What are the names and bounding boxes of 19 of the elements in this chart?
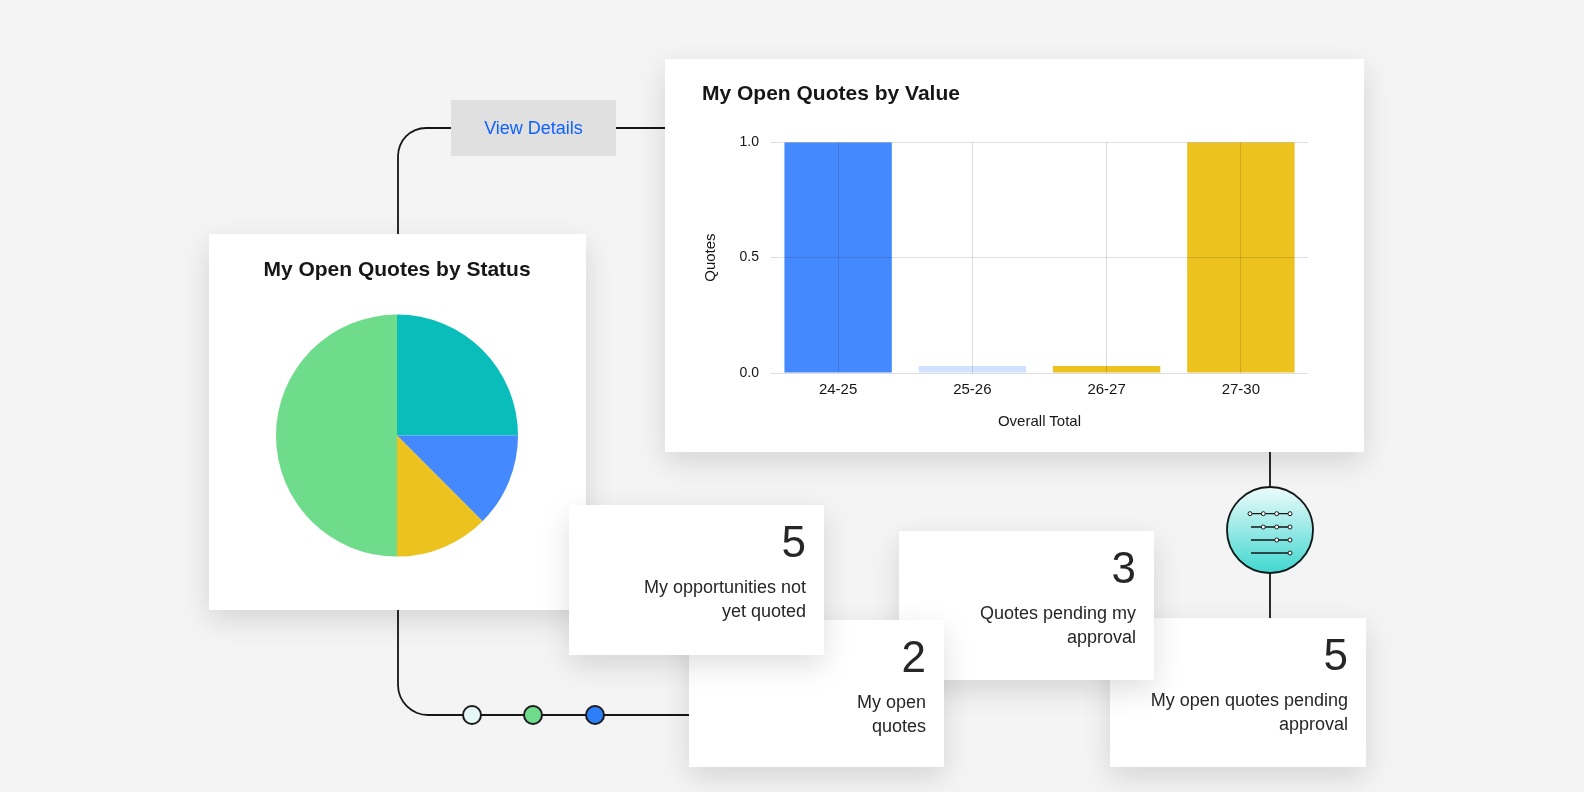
data-label: 2: [901, 632, 926, 681]
y-tick-label: 1.0: [739, 133, 760, 150]
y-tick-label: 0.5: [739, 248, 760, 265]
x-tick-label: 27-30: [1221, 380, 1261, 398]
y-tick-label: 0.0: [739, 363, 760, 380]
data-label: 5: [1323, 630, 1348, 679]
y-axis-title: Quotes: [701, 233, 719, 282]
x-tick-label: 26-27: [1087, 380, 1126, 398]
x-tick-label: 24-25: [818, 380, 858, 398]
category-label: My open quotes pending approval: [1150, 690, 1348, 734]
category-label: My opportunities not yet quoted: [643, 577, 806, 621]
category-label: My open quotes: [856, 692, 926, 736]
data-label: 3: [1111, 543, 1136, 592]
chart-title: My Open Quotes by Status: [263, 257, 531, 281]
data-label: 5: [781, 517, 806, 566]
x-axis-title: Overall Total: [997, 412, 1082, 430]
x-tick-label: 25-26: [953, 380, 992, 398]
chart-title: My Open Quotes by Value: [702, 81, 960, 105]
category-label: Quotes pending my approval: [979, 603, 1136, 647]
